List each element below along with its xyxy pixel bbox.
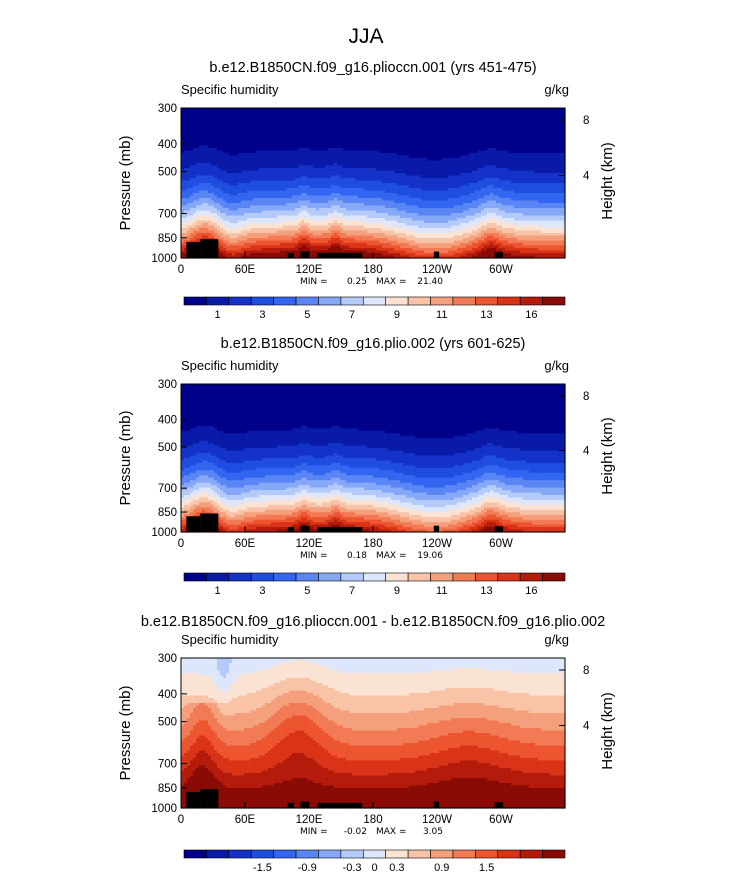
contour-fill: [181, 108, 566, 259]
panel-title: b.e12.B1850CN.f09_g16.plioccn.001 (yrs 4…: [209, 60, 536, 76]
panels: b.e12.B1850CN.f09_g16.plioccn.001 (yrs 4…: [117, 60, 616, 874]
units-label: g/kg: [544, 82, 569, 97]
page-title: JJA: [348, 25, 383, 48]
figure: JJA b.e12.B1850CN.f09_g16.plioccn.001 (y…: [0, 0, 733, 888]
field-label: Specific humidity: [181, 82, 279, 97]
panel-1: b.e12.B1850CN.f09_g16.plioccn.001 (yrs 4…: [117, 60, 616, 321]
